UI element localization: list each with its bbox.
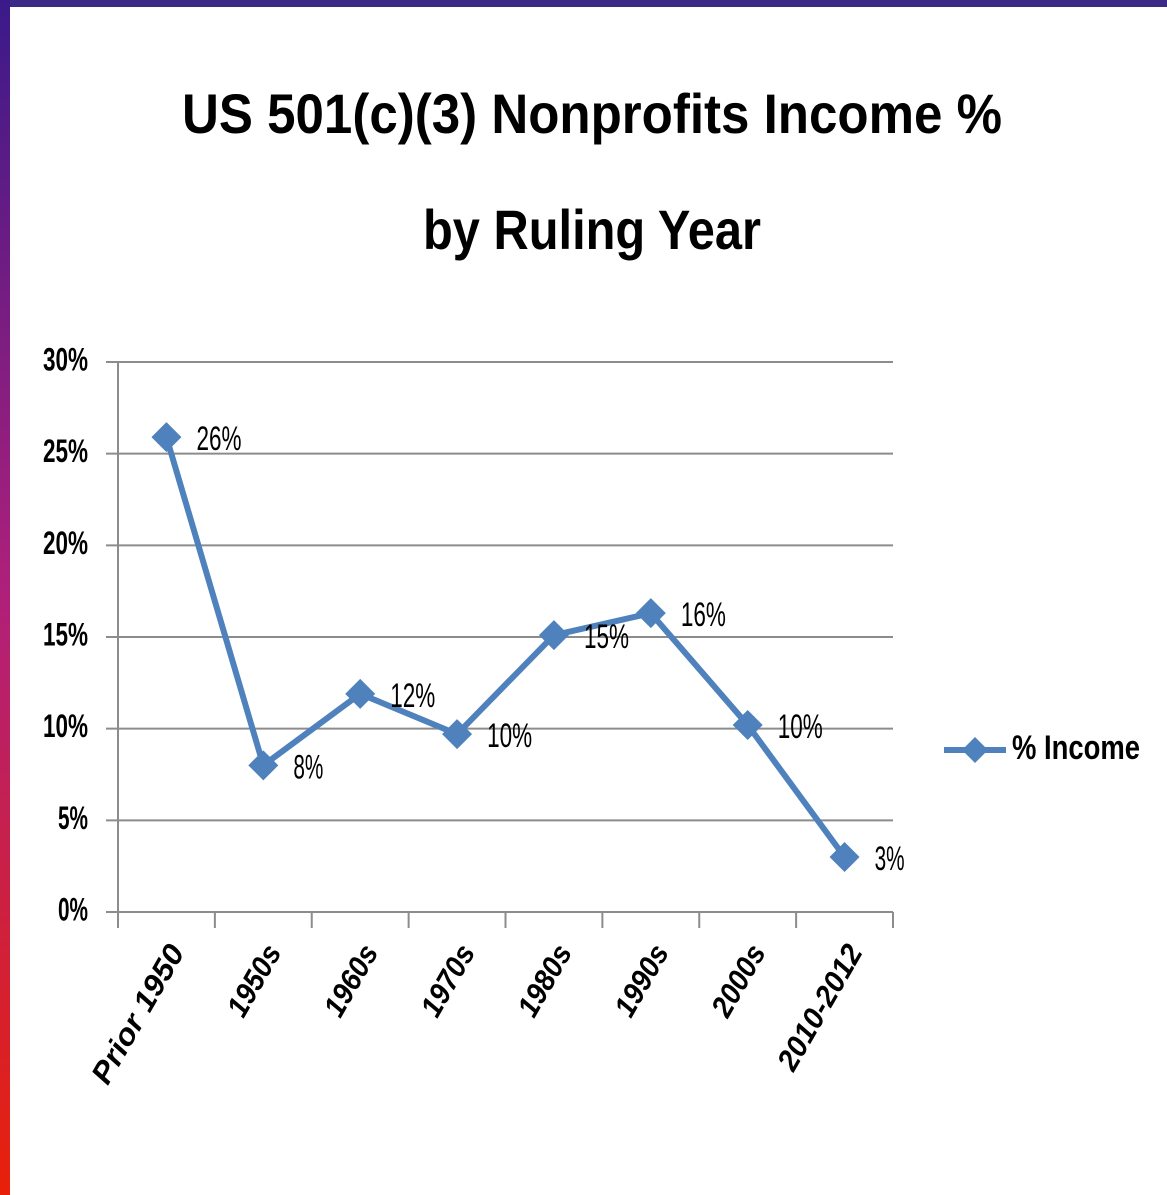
y-tick-label: 5% bbox=[58, 800, 88, 836]
data-label: 16% bbox=[681, 596, 726, 634]
point-marker bbox=[829, 842, 860, 872]
y-tick-label: 10% bbox=[43, 708, 88, 744]
top-border bbox=[0, 0, 1167, 7]
point-marker bbox=[442, 719, 473, 750]
chart-title: US 501(c)(3) Nonprofits Income % bbox=[182, 82, 1002, 145]
point-marker bbox=[635, 598, 666, 629]
point-marker bbox=[248, 750, 279, 781]
y-tick-label: 15% bbox=[43, 616, 88, 652]
y-tick-label: 25% bbox=[43, 433, 88, 469]
left-border bbox=[0, 0, 10, 1195]
y-tick-label: 30% bbox=[43, 341, 88, 377]
point-marker bbox=[732, 710, 763, 740]
data-label: 12% bbox=[390, 677, 435, 715]
data-label: 26% bbox=[196, 420, 241, 458]
data-label: 10% bbox=[778, 708, 823, 746]
y-tick-label: 0% bbox=[58, 891, 88, 927]
data-label: 3% bbox=[875, 840, 905, 878]
chart-title: by Ruling Year bbox=[423, 198, 761, 261]
data-label: 10% bbox=[487, 717, 532, 755]
x-tick-label: 2010-2012 bbox=[771, 939, 870, 1077]
x-tick-label: 2000s bbox=[705, 939, 773, 1023]
data-label: 8% bbox=[293, 748, 323, 786]
x-tick-label: 1970s bbox=[415, 939, 482, 1023]
x-tick-label: Prior 1950 bbox=[85, 939, 191, 1090]
legend-marker bbox=[962, 737, 988, 763]
x-tick-label: 1980s bbox=[512, 939, 579, 1023]
legend-label: % Income bbox=[1012, 729, 1140, 767]
point-marker bbox=[345, 678, 376, 709]
x-tick-label: 1950s bbox=[221, 939, 288, 1023]
y-tick-label: 20% bbox=[43, 525, 88, 561]
x-tick-label: 1960s bbox=[318, 939, 385, 1023]
series-line bbox=[163, 436, 847, 859]
data-label: 15% bbox=[584, 618, 629, 656]
x-tick-label: 1990s bbox=[608, 939, 675, 1023]
point-marker bbox=[538, 620, 569, 651]
point-marker bbox=[151, 422, 182, 453]
